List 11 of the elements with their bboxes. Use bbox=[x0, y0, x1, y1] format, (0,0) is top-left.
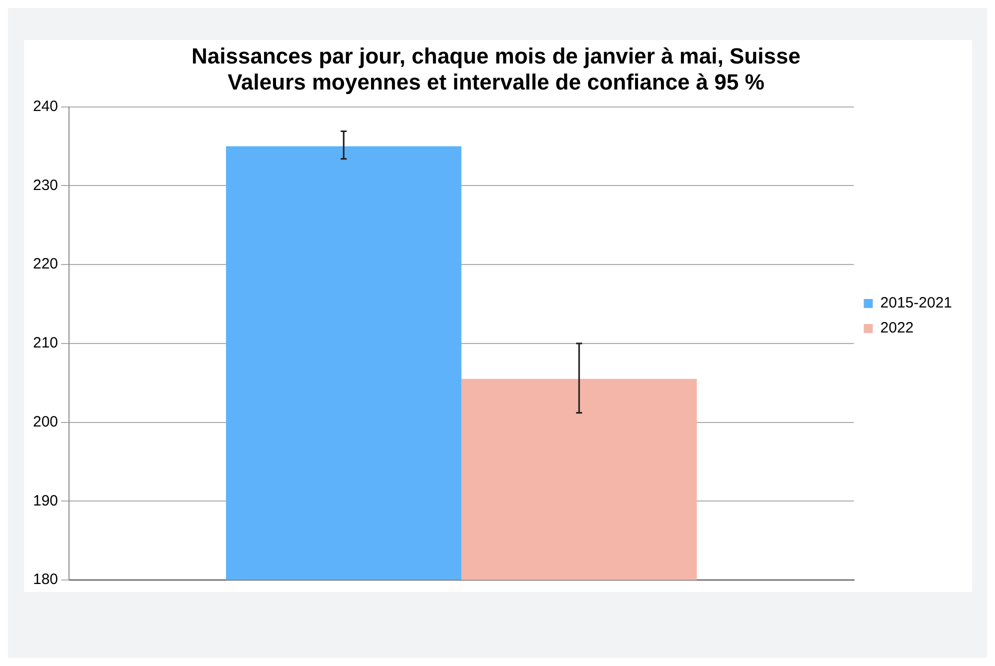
y-tick-label: 240 bbox=[32, 98, 58, 115]
y-tick-label: 230 bbox=[32, 176, 58, 194]
legend-label: 2015-2021 bbox=[880, 294, 952, 312]
y-tick-label: 220 bbox=[32, 256, 58, 273]
y-tick-label: 210 bbox=[32, 334, 58, 352]
legend-label: 2022 bbox=[880, 320, 914, 337]
y-tick-label: 190 bbox=[32, 492, 58, 510]
y-tick-label: 180 bbox=[32, 571, 58, 588]
chart-subtitle: Valeurs moyennes et intervalle de confiance à 95 % bbox=[228, 70, 764, 95]
y-tick-label: 200 bbox=[32, 413, 58, 430]
chart-title: Naissances par jour, chaque mois de janvier à mai, Suisse bbox=[192, 43, 800, 68]
